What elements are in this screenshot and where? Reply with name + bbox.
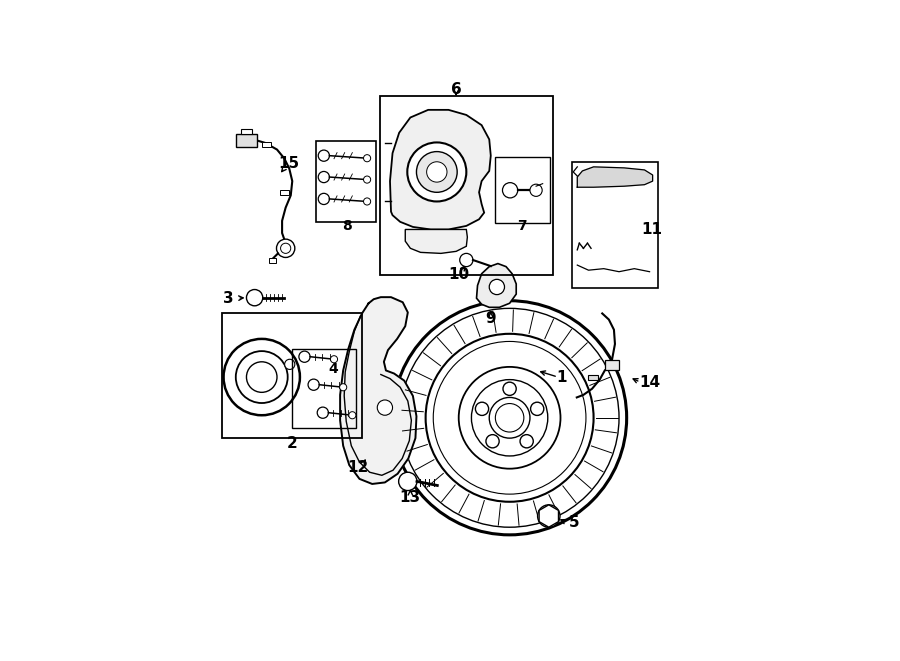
Circle shape	[520, 435, 534, 448]
Text: 10: 10	[448, 267, 469, 282]
Text: 2: 2	[287, 436, 298, 451]
Circle shape	[284, 360, 295, 369]
Circle shape	[319, 150, 329, 161]
Polygon shape	[390, 110, 490, 229]
Bar	[380, 96, 553, 275]
Circle shape	[392, 301, 626, 535]
Text: 15: 15	[279, 156, 300, 171]
Circle shape	[364, 155, 371, 162]
Circle shape	[472, 379, 548, 456]
Circle shape	[490, 397, 530, 438]
Circle shape	[236, 351, 288, 403]
Circle shape	[317, 407, 328, 418]
Circle shape	[247, 290, 263, 306]
Text: 11: 11	[642, 222, 662, 237]
Text: 8: 8	[342, 219, 352, 233]
Bar	[241, 129, 252, 134]
Circle shape	[281, 243, 291, 253]
Circle shape	[502, 182, 518, 198]
Bar	[262, 142, 272, 147]
Circle shape	[460, 253, 473, 266]
Circle shape	[223, 339, 300, 415]
Circle shape	[408, 142, 466, 202]
Circle shape	[330, 356, 338, 363]
Text: 1: 1	[557, 369, 567, 385]
Circle shape	[349, 412, 356, 419]
Bar	[605, 360, 619, 370]
Circle shape	[459, 367, 561, 469]
Bar	[280, 190, 289, 195]
Circle shape	[364, 176, 371, 183]
Bar	[316, 141, 376, 222]
Circle shape	[495, 403, 524, 432]
Bar	[495, 157, 550, 223]
Circle shape	[399, 472, 417, 490]
Circle shape	[308, 379, 320, 390]
Text: 14: 14	[639, 375, 660, 389]
Text: 4: 4	[328, 362, 338, 376]
Text: 5: 5	[569, 515, 580, 529]
Text: 9: 9	[485, 311, 496, 326]
Polygon shape	[476, 264, 517, 307]
Circle shape	[319, 193, 329, 204]
Text: 13: 13	[400, 490, 421, 505]
Circle shape	[276, 239, 295, 257]
Bar	[269, 258, 276, 262]
Bar	[589, 375, 598, 379]
Bar	[237, 134, 256, 147]
Text: 7: 7	[518, 219, 527, 233]
Circle shape	[247, 362, 277, 393]
Polygon shape	[539, 505, 559, 527]
Circle shape	[427, 162, 447, 182]
Circle shape	[542, 509, 556, 523]
Circle shape	[486, 435, 500, 448]
Circle shape	[426, 334, 594, 502]
Circle shape	[339, 383, 346, 391]
Bar	[292, 349, 356, 428]
Circle shape	[475, 402, 489, 415]
Circle shape	[417, 151, 457, 192]
Circle shape	[377, 400, 392, 415]
Circle shape	[530, 184, 542, 196]
Text: 3: 3	[223, 291, 233, 305]
Polygon shape	[340, 297, 417, 484]
Circle shape	[503, 382, 517, 395]
Bar	[222, 313, 362, 438]
Circle shape	[537, 505, 560, 527]
Polygon shape	[577, 167, 652, 187]
Circle shape	[364, 198, 371, 205]
Circle shape	[433, 342, 586, 494]
Bar	[572, 162, 658, 288]
Circle shape	[319, 171, 329, 182]
Circle shape	[490, 280, 505, 295]
Circle shape	[531, 402, 544, 415]
Circle shape	[299, 351, 310, 362]
Polygon shape	[405, 229, 467, 253]
Text: 12: 12	[347, 459, 369, 475]
Circle shape	[400, 308, 619, 527]
Text: 6: 6	[451, 82, 462, 97]
